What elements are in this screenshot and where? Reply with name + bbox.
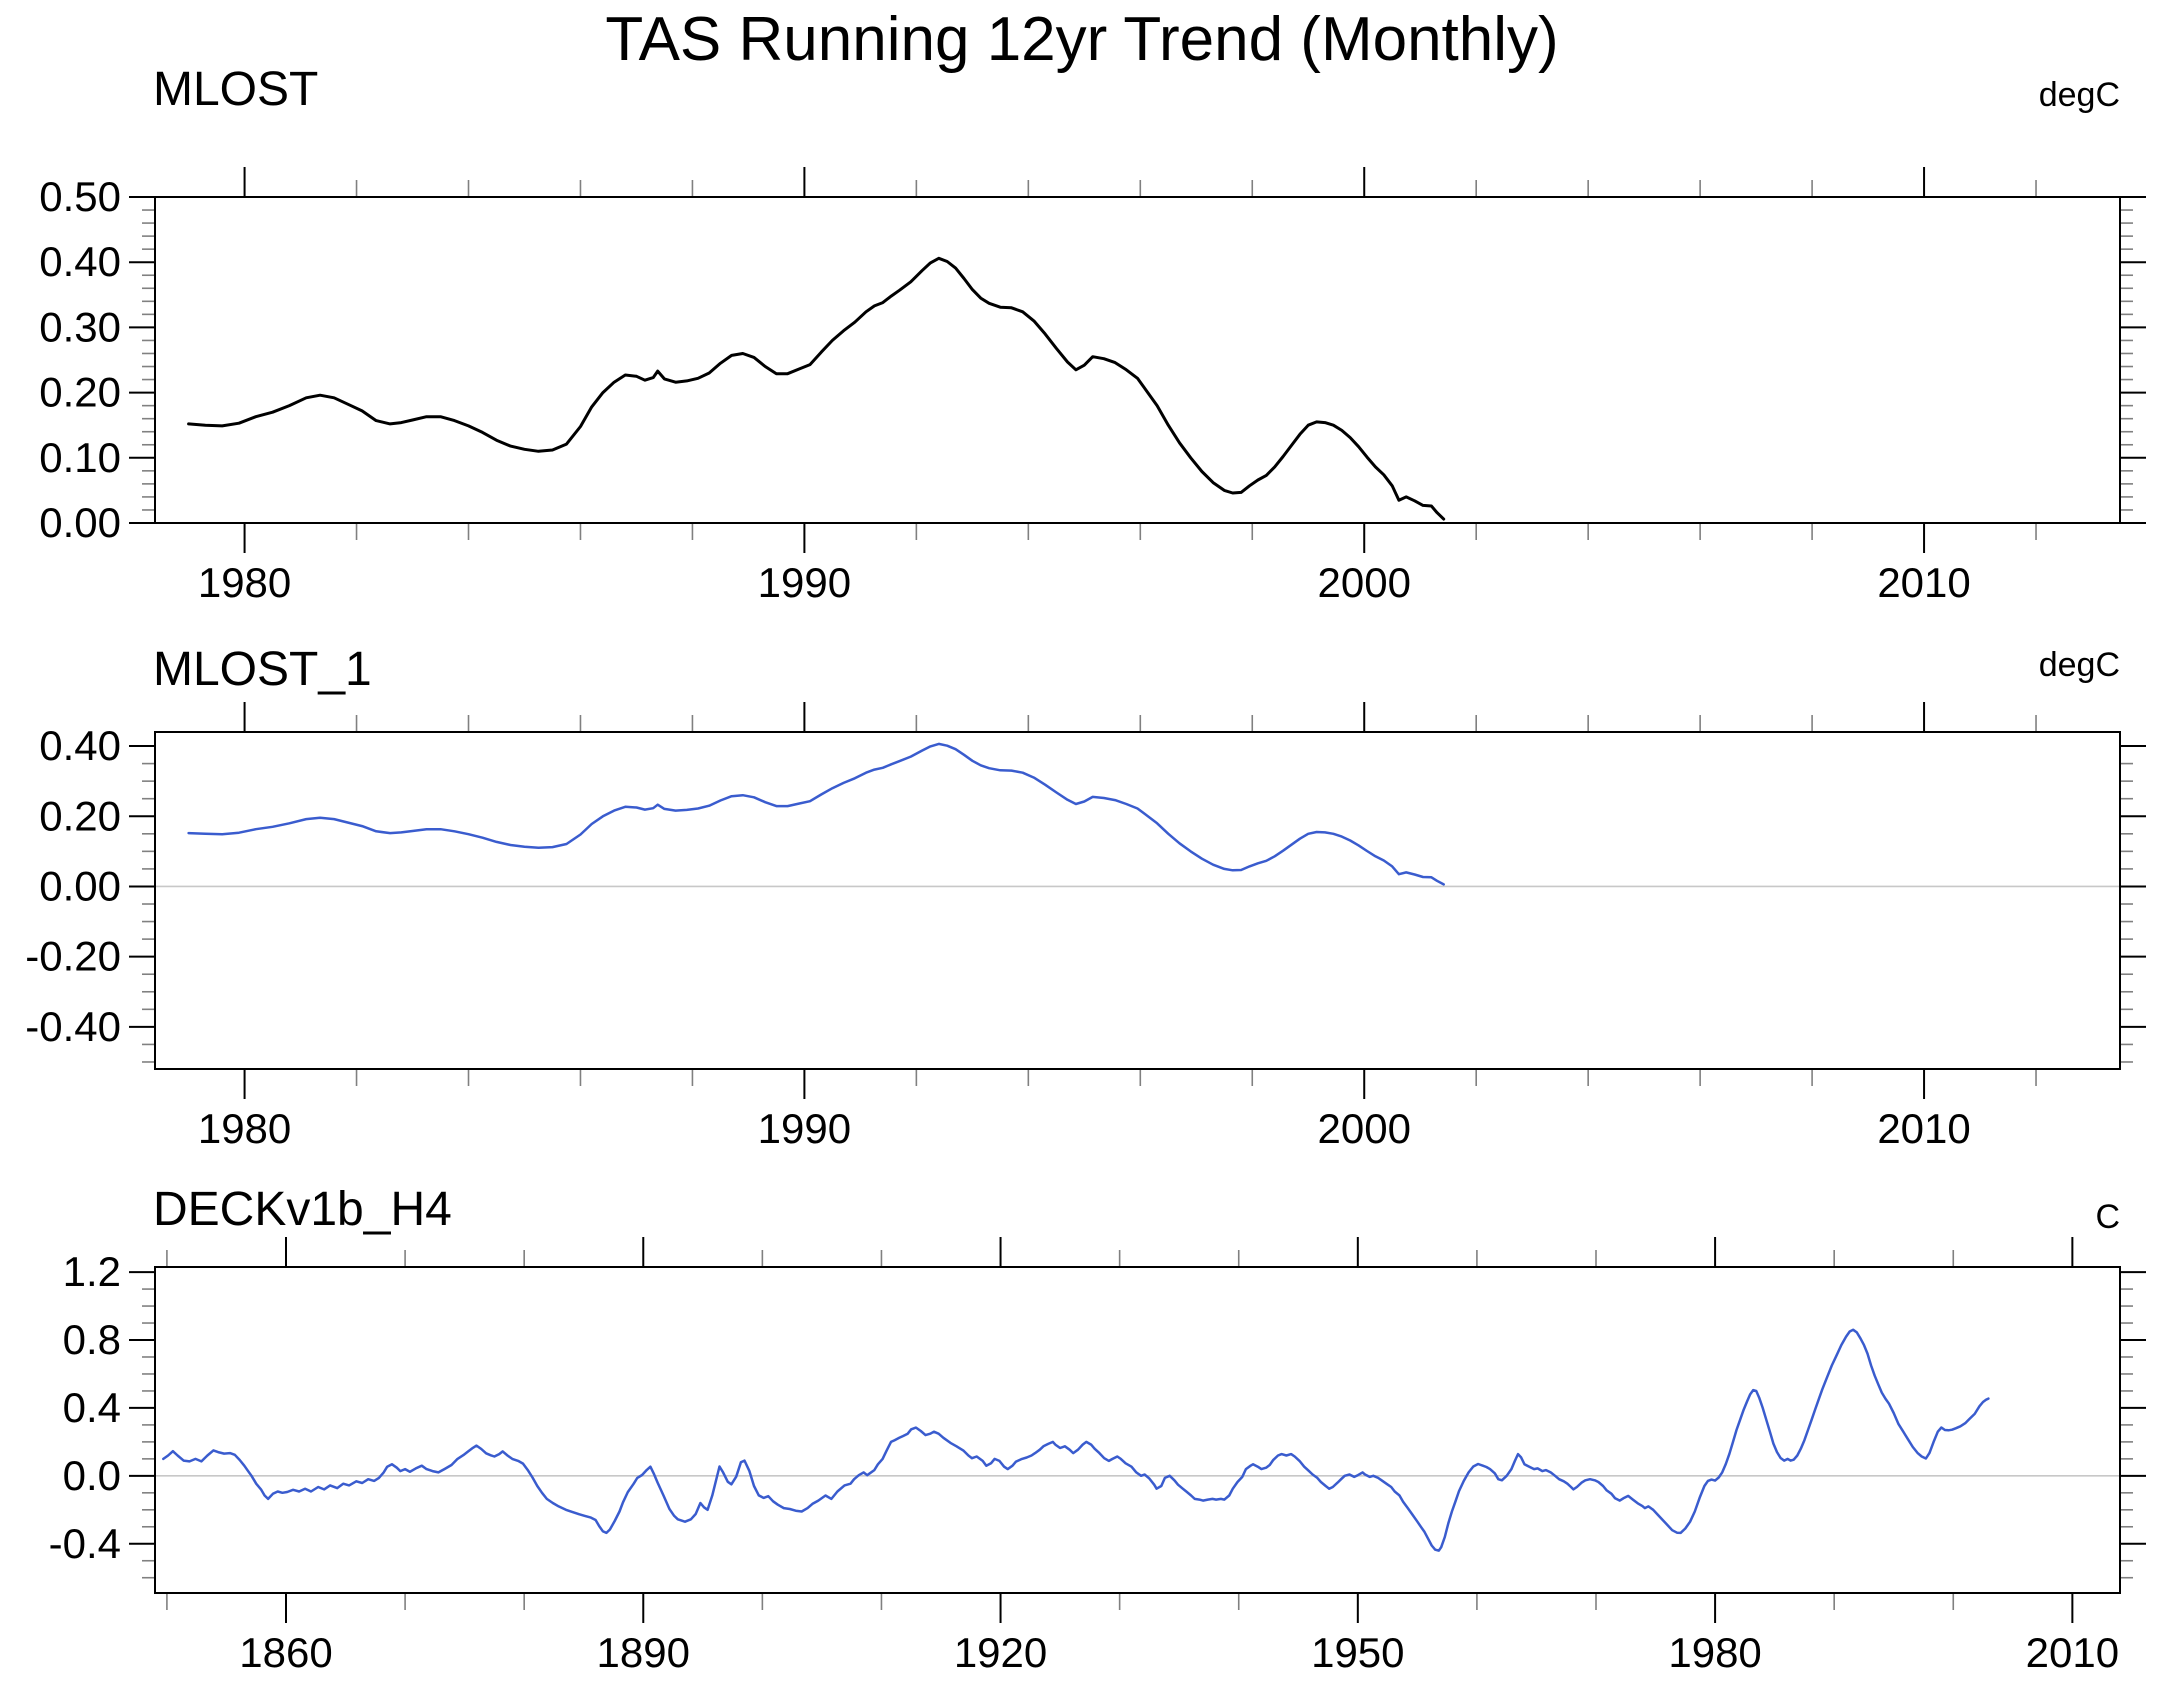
svg-text:0.20: 0.20 bbox=[39, 369, 121, 416]
svg-text:1980: 1980 bbox=[1668, 1629, 1761, 1676]
svg-text:1.2: 1.2 bbox=[63, 1248, 121, 1295]
svg-text:0.40: 0.40 bbox=[39, 722, 121, 769]
svg-text:-0.4: -0.4 bbox=[49, 1520, 121, 1567]
svg-text:0.30: 0.30 bbox=[39, 303, 121, 350]
svg-text:2000: 2000 bbox=[1318, 559, 1411, 606]
svg-text:2010: 2010 bbox=[1877, 1105, 1970, 1152]
svg-text:1990: 1990 bbox=[758, 1105, 851, 1152]
series-deckv1b_h4 bbox=[162, 1328, 1990, 1552]
svg-text:2000: 2000 bbox=[1318, 1105, 1411, 1152]
svg-text:0.4: 0.4 bbox=[63, 1384, 121, 1431]
svg-text:2010: 2010 bbox=[1877, 559, 1970, 606]
svg-text:1860: 1860 bbox=[239, 1629, 332, 1676]
panel-title-mlost: MLOST bbox=[153, 63, 319, 116]
panel-title-deckv1b-h4: DECKv1b_H4 bbox=[153, 1183, 452, 1236]
series-mlost bbox=[187, 256, 1446, 521]
panel-units-mlost-1: degC bbox=[2038, 646, 2120, 684]
series-mlost_1 bbox=[187, 742, 1445, 886]
svg-text:-0.40: -0.40 bbox=[25, 1003, 121, 1050]
panel-title-mlost-1: MLOST_1 bbox=[153, 643, 372, 696]
panel-units-deckv1b-h4: C bbox=[2095, 1198, 2120, 1236]
svg-text:0.50: 0.50 bbox=[39, 173, 121, 220]
panel-units-mlost: degC bbox=[2038, 76, 2120, 114]
svg-text:0.00: 0.00 bbox=[39, 862, 121, 909]
svg-text:1890: 1890 bbox=[597, 1629, 690, 1676]
panel-mlost_1: 1980 1990 2000 2010 -0.40 -0.20 0.00 0.20 0.40 bbox=[25, 702, 2146, 1152]
svg-text:1980: 1980 bbox=[198, 559, 291, 606]
svg-text:0.10: 0.10 bbox=[39, 434, 121, 481]
svg-text:-0.20: -0.20 bbox=[25, 933, 121, 980]
svg-text:0.00: 0.00 bbox=[39, 499, 121, 546]
svg-text:1990: 1990 bbox=[758, 559, 851, 606]
svg-text:1980: 1980 bbox=[198, 1105, 291, 1152]
svg-text:0.20: 0.20 bbox=[39, 792, 121, 839]
svg-text:0.40: 0.40 bbox=[39, 238, 121, 285]
svg-text:1950: 1950 bbox=[1311, 1629, 1404, 1676]
svg-text:0.0: 0.0 bbox=[63, 1452, 121, 1499]
svg-text:0.8: 0.8 bbox=[63, 1316, 121, 1363]
panel-deckv1b_h4: 1860 1890 1920 1950 1980 2010 -0.4 0.0 0.4 0.8 1.2 bbox=[49, 1237, 2146, 1676]
panel-mlost: 1980 1990 2000 2010 0.00 0.10 0.20 0.30 0.40 0.50 bbox=[39, 167, 2146, 606]
svg-text:1920: 1920 bbox=[954, 1629, 1047, 1676]
figure-title: TAS Running 12yr Trend (Monthly) bbox=[605, 5, 1559, 74]
svg-text:2010: 2010 bbox=[2026, 1629, 2119, 1676]
